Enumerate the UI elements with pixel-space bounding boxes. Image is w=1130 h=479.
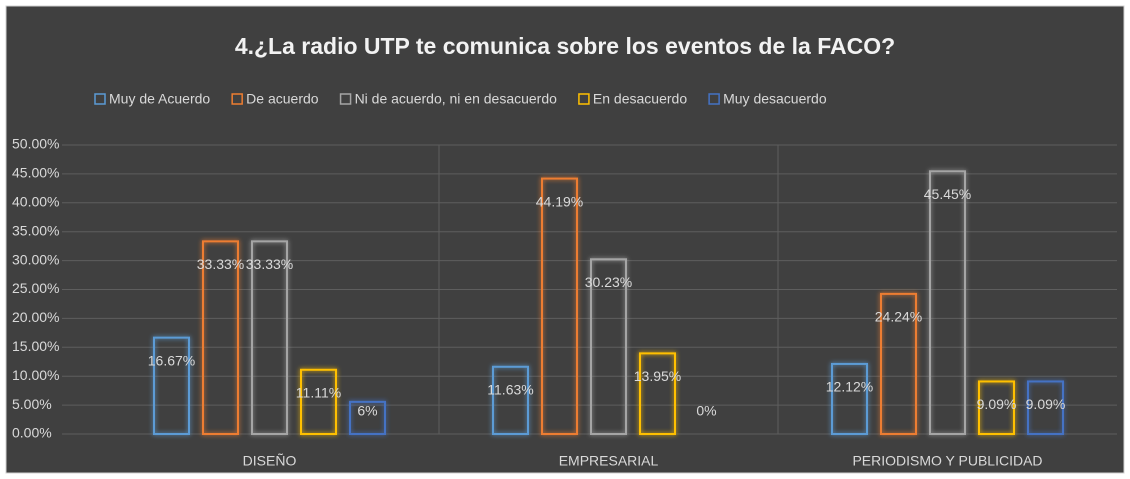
- bar: [300, 368, 337, 436]
- legend-label: Ni de acuerdo, ni en desacuerdo: [355, 91, 558, 107]
- bar: [492, 365, 529, 435]
- bar: [929, 170, 966, 435]
- bar: [202, 240, 239, 435]
- y-tick-label: 15.00%: [12, 338, 59, 354]
- data-label: 12.12%: [826, 379, 873, 395]
- y-tick-label: 40.00%: [12, 194, 59, 210]
- data-label: 13.95%: [634, 368, 681, 384]
- data-label: 24.24%: [875, 309, 922, 325]
- legend-label: Muy desacuerdo: [723, 91, 827, 107]
- x-tick-label: EMPRESARIAL: [559, 453, 659, 469]
- legend-marker: [94, 93, 106, 105]
- y-tick-label: 30.00%: [12, 251, 59, 267]
- data-label: 33.33%: [197, 256, 244, 272]
- bar: [349, 400, 386, 435]
- y-tick-label: 5.00%: [12, 396, 52, 412]
- data-label: 9.09%: [1026, 396, 1066, 412]
- legend-marker: [578, 93, 590, 105]
- legend-marker: [231, 93, 243, 105]
- legend-label: De acuerdo: [246, 91, 319, 107]
- legend-label: En desacuerdo: [593, 91, 687, 107]
- bar: [541, 177, 578, 435]
- bar: [978, 380, 1015, 436]
- data-label: 11.63%: [487, 381, 533, 397]
- y-tick-label: 0.00%: [12, 425, 52, 441]
- y-tick-label: 10.00%: [12, 367, 59, 383]
- y-tick-label: 50.00%: [12, 136, 59, 152]
- data-label: 6%: [357, 403, 377, 419]
- bar: [153, 336, 190, 435]
- chart-title: 4.¿La radio UTP te comunica sobre los ev…: [235, 33, 895, 59]
- data-label: 44.19%: [536, 193, 583, 209]
- data-label: 16.67%: [148, 352, 195, 368]
- data-label: 30.23%: [585, 274, 632, 290]
- bar: [251, 240, 288, 435]
- y-tick-label: 45.00%: [12, 165, 59, 181]
- legend-label: Muy de Acuerdo: [109, 91, 210, 107]
- legend-marker: [339, 93, 352, 105]
- data-label: 9.09%: [977, 396, 1017, 412]
- y-tick-label: 25.00%: [12, 280, 59, 296]
- bar: [639, 352, 676, 435]
- y-tick-label: 20.00%: [12, 309, 59, 325]
- chart-bg: [5, 5, 1125, 474]
- bar: [1027, 380, 1064, 436]
- data-label: 45.45%: [924, 186, 971, 202]
- data-label: 11.11%: [296, 384, 341, 400]
- x-tick-label: DISEÑO: [243, 453, 297, 469]
- legend-marker: [708, 93, 720, 105]
- x-tick-label: PERIODISMO Y PUBLICIDAD: [852, 453, 1042, 469]
- bar: [590, 258, 627, 435]
- y-tick-label: 35.00%: [12, 222, 59, 238]
- bar: [880, 292, 917, 435]
- bar: [831, 362, 868, 436]
- data-label: 0%: [696, 403, 716, 419]
- data-label: 33.33%: [246, 256, 293, 272]
